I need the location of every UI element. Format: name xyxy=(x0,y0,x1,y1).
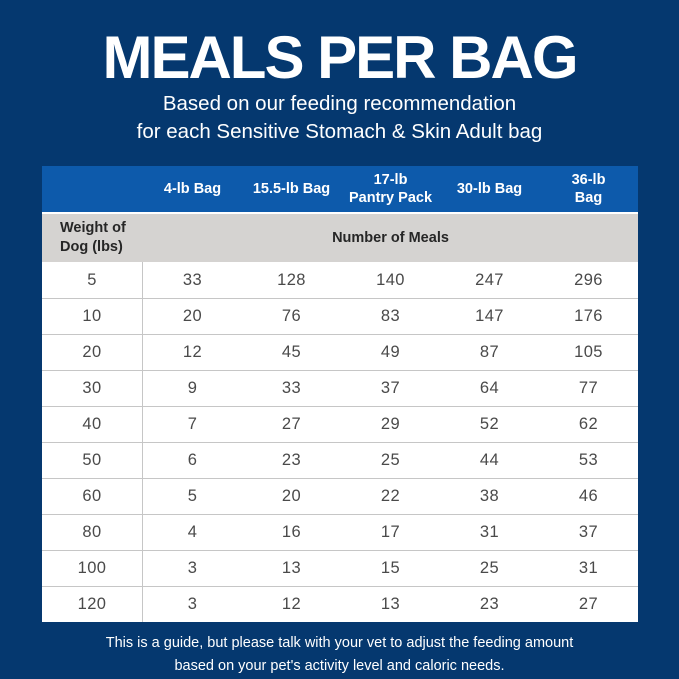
meal-count-cell: 17 xyxy=(380,523,401,541)
meal-count-cell: 45 xyxy=(281,343,302,361)
meal-count-cell: 64 xyxy=(479,379,500,397)
meal-count-cell: 33 xyxy=(281,379,302,397)
meal-count-cell: 3 xyxy=(187,559,198,577)
meal-count-cell: 76 xyxy=(281,307,302,325)
table-row: 20 12 45 49 87 105 xyxy=(42,334,638,370)
column-header-4lb-bag: 4-lb Bag xyxy=(163,181,222,197)
meal-count-cell: 44 xyxy=(479,451,500,469)
column-header-36lb-bag: 36-lb Bag xyxy=(571,172,606,206)
subtitle: Based on our feeding recommendation for … xyxy=(0,90,679,146)
footer-note-line-2: based on your pet's activity level and c… xyxy=(174,658,505,674)
table-row: 40 7 27 29 52 62 xyxy=(42,406,638,442)
meal-count-cell: 25 xyxy=(479,559,500,577)
meal-count-cell: 128 xyxy=(277,270,306,289)
meal-count-cell: 31 xyxy=(578,559,599,577)
weight-cell: 40 xyxy=(42,407,143,442)
meals-per-bag-table: 4-lb Bag 15.5-lb Bag 17-lb Pantry Pack 3… xyxy=(42,166,638,622)
meal-count-cell: 7 xyxy=(187,415,198,433)
weight-cell: 10 xyxy=(42,299,143,334)
table-row: 120 3 12 13 23 27 xyxy=(42,586,638,622)
meal-count-cell: 140 xyxy=(376,270,405,289)
column-header-30lb-bag: 30-lb Bag xyxy=(456,181,523,197)
weight-cell: 60 xyxy=(42,479,143,514)
meal-count-cell: 87 xyxy=(479,343,500,361)
table-row: 10 20 76 83 147 176 xyxy=(42,298,638,334)
meal-count-cell: 38 xyxy=(479,487,500,505)
table-row: 5 33 128 140 247 296 xyxy=(42,262,638,298)
meal-count-cell: 29 xyxy=(380,415,401,433)
meal-count-cell: 5 xyxy=(187,487,198,505)
weight-of-dog-header: Weight of Dog (lbs) xyxy=(60,220,126,255)
meal-count-cell: 12 xyxy=(281,595,302,613)
table-header-row: 4-lb Bag 15.5-lb Bag 17-lb Pantry Pack 3… xyxy=(42,166,638,212)
subtitle-line-2: for each Sensitive Stomach & Skin Adult … xyxy=(136,120,543,143)
table-body: 5 33 128 140 247 296 10 20 76 83 147 176… xyxy=(42,262,638,622)
table-row: 60 5 20 22 38 46 xyxy=(42,478,638,514)
meal-count-cell: 3 xyxy=(187,595,198,613)
meal-count-cell: 46 xyxy=(578,487,599,505)
number-of-meals-header: Number of Meals xyxy=(332,230,449,246)
meal-count-cell: 20 xyxy=(281,487,302,505)
table-row: 30 9 33 37 64 77 xyxy=(42,370,638,406)
weight-cell: 50 xyxy=(42,443,143,478)
meal-count-cell: 25 xyxy=(380,451,401,469)
meal-count-cell: 27 xyxy=(281,415,302,433)
meal-count-cell: 83 xyxy=(380,307,401,325)
meal-count-cell: 105 xyxy=(574,343,603,361)
weight-cell: 20 xyxy=(42,335,143,370)
meal-count-cell: 147 xyxy=(475,307,504,325)
meal-count-cell: 12 xyxy=(182,343,203,361)
meal-count-cell: 52 xyxy=(479,415,500,433)
meal-count-cell: 9 xyxy=(187,379,198,397)
weight-cell: 120 xyxy=(42,587,143,622)
column-header-17lb-pantry-pack: 17-lb Pantry Pack xyxy=(348,172,433,206)
meal-count-cell: 176 xyxy=(574,307,603,325)
subtitle-line-1: Based on our feeding recommendation xyxy=(162,92,517,115)
table-row: 80 4 16 17 31 37 xyxy=(42,514,638,550)
weight-cell: 30 xyxy=(42,371,143,406)
meal-count-cell: 15 xyxy=(380,559,401,577)
weight-cell: 80 xyxy=(42,515,143,550)
meal-count-cell: 13 xyxy=(380,595,401,613)
table-row: 50 6 23 25 44 53 xyxy=(42,442,638,478)
footer-note: This is a guide, but please talk with yo… xyxy=(0,632,679,678)
column-header-15-5lb-bag: 15.5-lb Bag xyxy=(252,181,331,197)
meal-count-cell: 49 xyxy=(380,343,401,361)
footer-note-line-1: This is a guide, but please talk with yo… xyxy=(105,635,574,651)
meal-count-cell: 37 xyxy=(578,523,599,541)
meal-count-cell: 247 xyxy=(475,270,504,289)
meal-count-cell: 4 xyxy=(187,523,198,541)
meal-count-cell: 16 xyxy=(281,523,302,541)
meal-count-cell: 6 xyxy=(187,451,198,469)
meal-count-cell: 77 xyxy=(578,379,599,397)
meal-count-cell: 22 xyxy=(380,487,401,505)
meal-count-cell: 27 xyxy=(578,595,599,613)
meal-count-cell: 33 xyxy=(182,270,203,289)
meal-count-cell: 37 xyxy=(380,379,401,397)
meal-count-cell: 62 xyxy=(578,415,599,433)
table-subheader-row: Weight of Dog (lbs) Number of Meals xyxy=(42,212,638,262)
meal-count-cell: 31 xyxy=(479,523,500,541)
page-title: MEALS PER BAG xyxy=(102,24,578,91)
meal-count-cell: 20 xyxy=(182,307,203,325)
table-row: 100 3 13 15 25 31 xyxy=(42,550,638,586)
weight-cell: 100 xyxy=(42,551,143,586)
meal-count-cell: 53 xyxy=(578,451,599,469)
meal-count-cell: 23 xyxy=(479,595,500,613)
meal-count-cell: 13 xyxy=(281,559,302,577)
weight-cell: 5 xyxy=(42,262,143,298)
meal-count-cell: 23 xyxy=(281,451,302,469)
meal-count-cell: 296 xyxy=(574,270,603,289)
